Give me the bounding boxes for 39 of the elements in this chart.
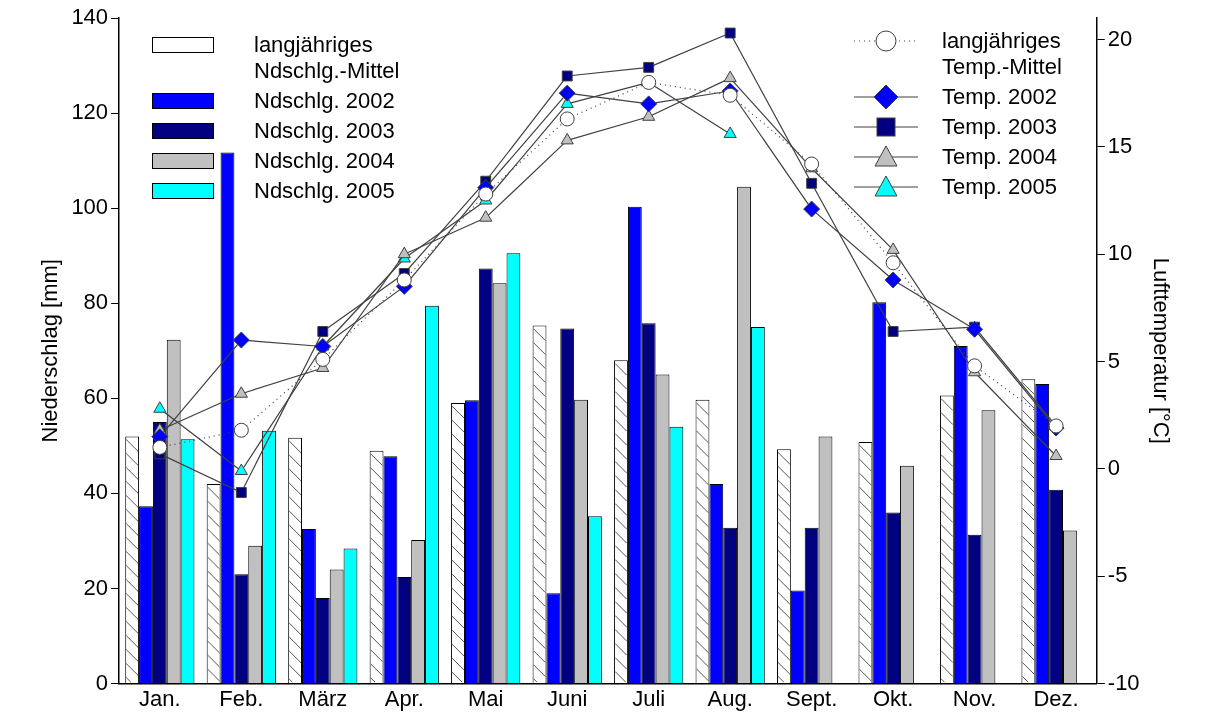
legend-label: Temp. 2004 xyxy=(942,144,1057,169)
x-tick-label: März xyxy=(298,685,348,711)
legend-label: Ndschlg. 2003 xyxy=(254,118,396,144)
y2-tick-label: 15 xyxy=(1107,132,1133,158)
y-tick-label: 0 xyxy=(95,669,109,695)
y-tick-label: 140 xyxy=(71,4,109,30)
y2-tick-label: 0 xyxy=(1107,454,1121,480)
legend-label: langjähriges Ndschlg.-Mittel xyxy=(254,32,401,84)
y2-tick-label: 5 xyxy=(1107,347,1121,373)
legend-label: Temp. 2005 xyxy=(942,174,1058,200)
y-tick-label: 80 xyxy=(83,289,109,315)
legend-label: Ndschlg. 2004 xyxy=(254,148,396,174)
legend-label: langjähriges Temp.-Mittel xyxy=(942,28,1062,79)
y-tick-label: 40 xyxy=(83,479,109,505)
x-tick-label: Nov. xyxy=(952,685,997,711)
y2-axis-title: Lufttemperatur [°C] xyxy=(1148,257,1174,444)
y-tick-label: 100 xyxy=(71,194,109,220)
x-tick-label: Apr. xyxy=(384,685,424,711)
y-tick-label: 20 xyxy=(83,574,109,600)
x-tick-label: Feb. xyxy=(219,685,264,711)
x-tick-label: Mai xyxy=(468,685,504,711)
y2-tick-label: 20 xyxy=(1107,25,1133,51)
legend-label: Ndschlg. 2005 xyxy=(254,178,396,204)
x-tick-label: Juli xyxy=(632,685,666,711)
x-tick-label: Sept. xyxy=(785,685,838,711)
y2-tick-label: -10 xyxy=(1107,669,1140,695)
legend-label: Temp. 2003 xyxy=(942,114,1057,139)
y2-tick-label: 10 xyxy=(1107,240,1133,266)
legend-label: Temp. 2002 xyxy=(942,84,1058,110)
x-tick-label: Juni xyxy=(547,685,588,711)
legend-label: Ndschlg. 2002 xyxy=(254,88,396,114)
x-tick-label: Okt. xyxy=(872,685,914,711)
y2-tick-label: -5 xyxy=(1107,562,1128,588)
x-tick-label: Jan. xyxy=(139,685,181,711)
y-tick-label: 120 xyxy=(71,99,109,125)
x-tick-label: Dez. xyxy=(1033,685,1079,711)
y-tick-label: 60 xyxy=(83,384,109,410)
y-axis-title: Niederschlag [mm] xyxy=(37,259,63,443)
x-tick-label: Aug. xyxy=(707,685,753,711)
